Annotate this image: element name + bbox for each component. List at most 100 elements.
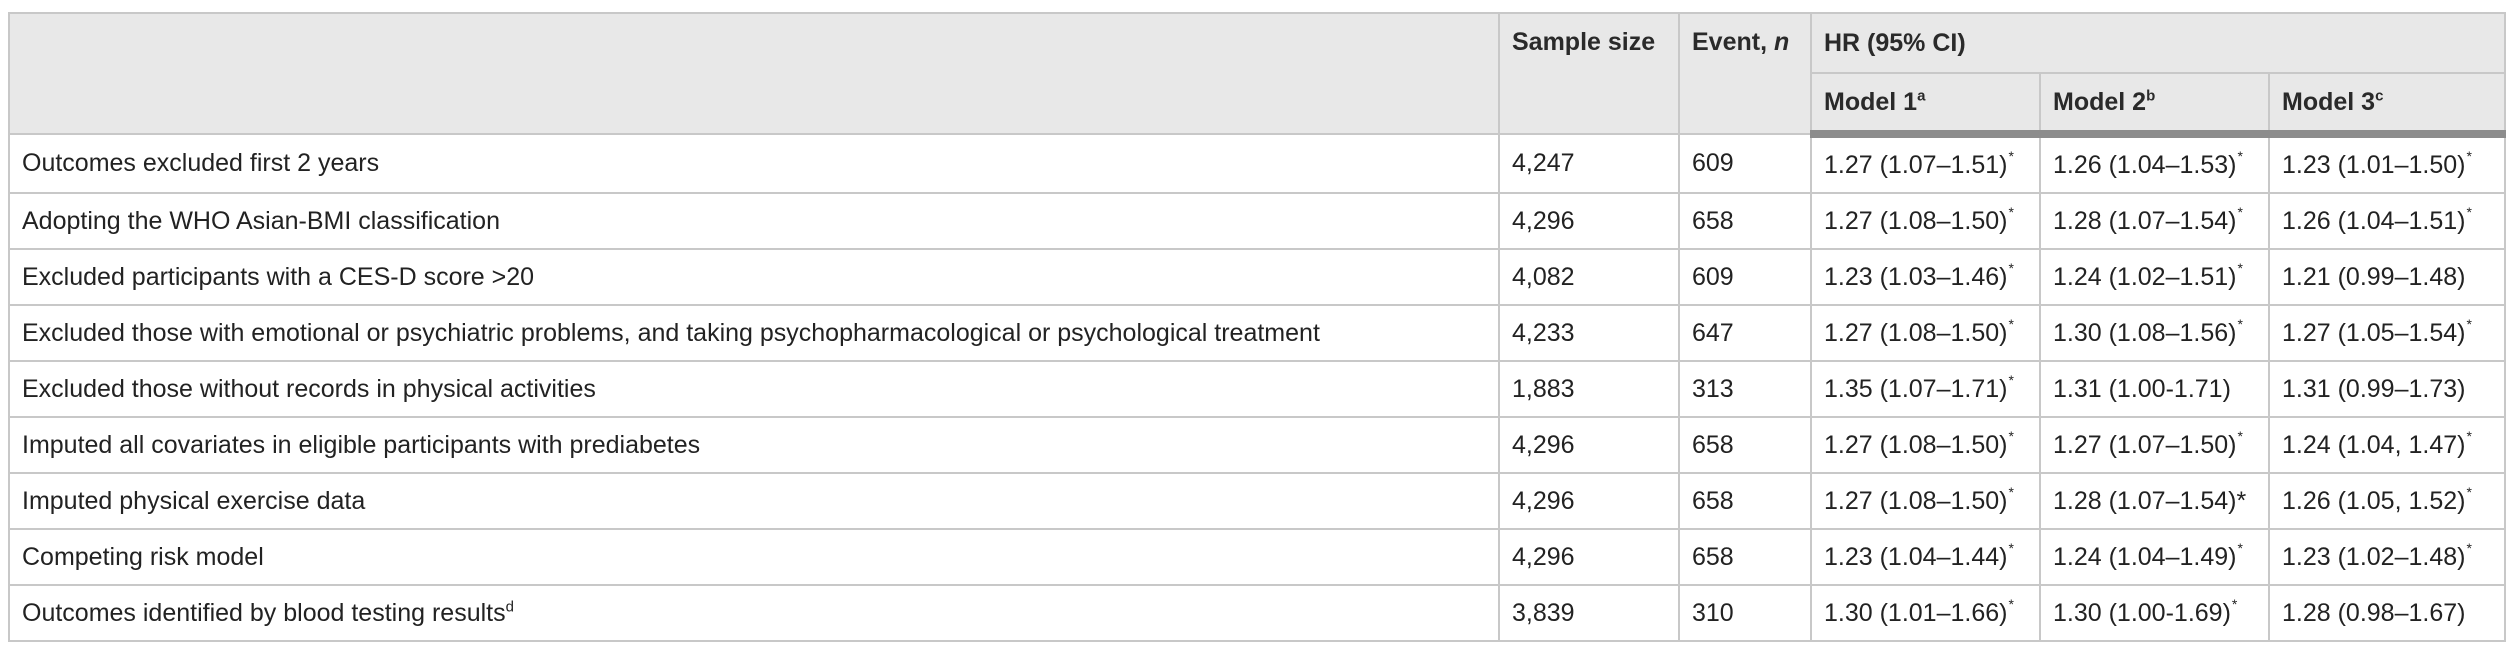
header-model3-label: Model 3	[2282, 87, 2376, 116]
table-row: Outcomes identified by blood testing res…	[8, 584, 2507, 642]
model1-value: 1.30 (1.01–1.66)	[1824, 598, 2008, 627]
event-cell: 647	[1678, 304, 1812, 362]
model3-cell: 1.21 (0.99–1.48)	[2267, 248, 2507, 306]
model1-cell: 1.27 (1.08–1.50)*	[1810, 416, 2041, 474]
table-row: Excluded those with emotional or psychia…	[8, 304, 2507, 362]
model1-cell: 1.35 (1.07–1.71)*	[1810, 360, 2041, 418]
model1-significance: *	[2008, 483, 2014, 500]
model3-cell: 1.23 (1.01–1.50)*	[2267, 133, 2507, 194]
row-label: Outcomes excluded first 2 years	[22, 149, 380, 177]
row-label-cell: Excluded those with emotional or psychia…	[8, 304, 1500, 362]
model3-cell: 1.26 (1.05, 1.52)*	[2267, 472, 2507, 530]
model1-value: 1.27 (1.08–1.50)	[1824, 486, 2008, 515]
model1-value: 1.27 (1.08–1.50)	[1824, 206, 2008, 235]
model2-cell: 1.30 (1.00-1.69)*	[2039, 584, 2270, 642]
model3-significance: *	[2466, 483, 2472, 500]
model3-cell: 1.31 (0.99–1.73)	[2267, 360, 2507, 418]
sample-size-cell: 4,082	[1498, 248, 1680, 306]
event-cell: 658	[1678, 528, 1812, 586]
header-event-n: n	[1773, 28, 1790, 56]
row-label-cell: Imputed physical exercise data	[8, 472, 1500, 530]
sample-size-cell: 4,296	[1498, 472, 1680, 530]
model3-significance: *	[2466, 203, 2472, 220]
model2-cell: 1.28 (1.07–1.54)*	[2039, 472, 2270, 530]
header-row-top: Sample size Event, n HR (95% CI)	[8, 12, 2507, 135]
row-label-cell: Imputed all covariates in eligible parti…	[8, 416, 1500, 474]
row-label-cell: Outcomes identified by blood testing res…	[8, 584, 1500, 642]
header-sample-size-label: Sample size	[1512, 28, 1656, 56]
table-row: Imputed all covariates in eligible parti…	[8, 416, 2507, 474]
model3-value: 1.24 (1.04, 1.47)	[2282, 430, 2466, 459]
row-label: Excluded those without records in physic…	[22, 374, 596, 403]
model1-cell: 1.27 (1.08–1.50)*	[1810, 192, 2041, 250]
model1-cell: 1.27 (1.07–1.51)*	[1810, 133, 2041, 194]
event-cell: 609	[1678, 248, 1812, 306]
sample-size-cell: 1,883	[1498, 360, 1680, 418]
table-row: Competing risk model 4,296 658 1.23 (1.0…	[8, 528, 2507, 586]
header-hr-group: HR (95% CI)	[1809, 12, 2507, 74]
table-row: Imputed physical exercise data 4,296 658…	[8, 472, 2507, 530]
header-model3: Model 3c	[2267, 72, 2507, 138]
model3-significance: *	[2466, 315, 2472, 332]
model2-cell: 1.27 (1.07–1.50)*	[2039, 416, 2270, 474]
header-model1: Model 1a	[1810, 72, 2041, 138]
model3-significance: *	[2466, 147, 2472, 164]
model2-cell: 1.24 (1.02–1.51)*	[2039, 248, 2270, 306]
model3-cell: 1.28 (0.98–1.67)	[2267, 584, 2507, 642]
event-cell: 658	[1678, 192, 1812, 250]
header-event: Event, n	[1678, 12, 1812, 135]
header-model2-footnote: b	[2146, 87, 2156, 105]
sample-size-cell: 4,296	[1498, 528, 1680, 586]
model3-value: 1.23 (1.01–1.50)	[2282, 150, 2466, 179]
header-model1-label: Model 1	[1824, 87, 1918, 116]
model1-significance: *	[2008, 147, 2014, 164]
model3-value: 1.26 (1.05, 1.52)	[2282, 486, 2466, 515]
model1-value: 1.27 (1.07–1.51)	[1824, 150, 2008, 179]
table-row: Adopting the WHO Asian-BMI classificatio…	[8, 192, 2507, 250]
table-row: Excluded those without records in physic…	[8, 360, 2507, 418]
row-label-cell: Competing risk model	[8, 528, 1500, 586]
header-event-label: Event,	[1692, 28, 1774, 56]
sample-size-cell: 4,247	[1498, 133, 1680, 194]
header-hr-label: HR (95% CI)	[1824, 28, 1966, 57]
model2-value: 1.30 (1.08–1.56)	[2053, 318, 2237, 347]
model3-cell: 1.24 (1.04, 1.47)*	[2267, 416, 2507, 474]
header-model3-footnote: c	[2375, 87, 2384, 105]
header-row-models: Model 1a Model 2b Model 3c	[9, 72, 2507, 138]
header-model2: Model 2b	[2039, 72, 2270, 138]
model1-significance: *	[2008, 315, 2014, 332]
model2-significance: *	[2237, 315, 2243, 332]
model2-value: 1.28 (1.07–1.54)*	[2053, 486, 2247, 515]
event-cell: 310	[1678, 584, 1812, 642]
model2-significance: *	[2237, 259, 2243, 276]
model2-cell: 1.26 (1.04–1.53)*	[2039, 133, 2270, 194]
sample-size-cell: 3,839	[1498, 584, 1680, 642]
model2-significance: *	[2237, 427, 2243, 444]
sample-size-cell: 4,233	[1498, 304, 1680, 362]
model3-significance: *	[2466, 539, 2472, 556]
model2-value: 1.26 (1.04–1.53)	[2053, 150, 2237, 179]
model1-value: 1.35 (1.07–1.71)	[1824, 374, 2008, 403]
model1-cell: 1.27 (1.08–1.50)*	[1810, 472, 2041, 530]
table-body: Outcomes excluded first 2 years 4,247 60…	[8, 133, 2507, 642]
table-row: Outcomes excluded first 2 years 4,247 60…	[8, 133, 2507, 194]
header-model1-footnote: a	[1917, 87, 1926, 105]
row-label: Excluded those with emotional or psychia…	[22, 318, 1320, 347]
model1-value: 1.23 (1.03–1.46)	[1824, 262, 2008, 291]
row-label: Adopting the WHO Asian-BMI classificatio…	[22, 206, 500, 235]
model2-significance: *	[2237, 539, 2243, 556]
row-label: Imputed physical exercise data	[22, 486, 366, 515]
model1-value: 1.27 (1.08–1.50)	[1824, 318, 2008, 347]
model1-cell: 1.27 (1.08–1.50)*	[1810, 304, 2041, 362]
row-label: Outcomes identified by blood testing res…	[22, 598, 506, 627]
model1-cell: 1.30 (1.01–1.66)*	[1810, 584, 2041, 642]
event-cell: 313	[1678, 360, 1812, 418]
model2-significance: *	[2231, 595, 2238, 612]
model2-value: 1.27 (1.07–1.50)	[2053, 430, 2237, 459]
header-sample-size: Sample size	[1498, 12, 1680, 135]
results-table-container: Sample size Event, n HR (95% CI) Model 1…	[8, 12, 2507, 642]
model3-value: 1.23 (1.02–1.48)	[2282, 542, 2466, 571]
model2-cell: 1.24 (1.04–1.49)*	[2039, 528, 2270, 586]
model2-value: 1.24 (1.02–1.51)	[2053, 262, 2237, 291]
row-label-cell: Outcomes excluded first 2 years	[8, 133, 1500, 194]
